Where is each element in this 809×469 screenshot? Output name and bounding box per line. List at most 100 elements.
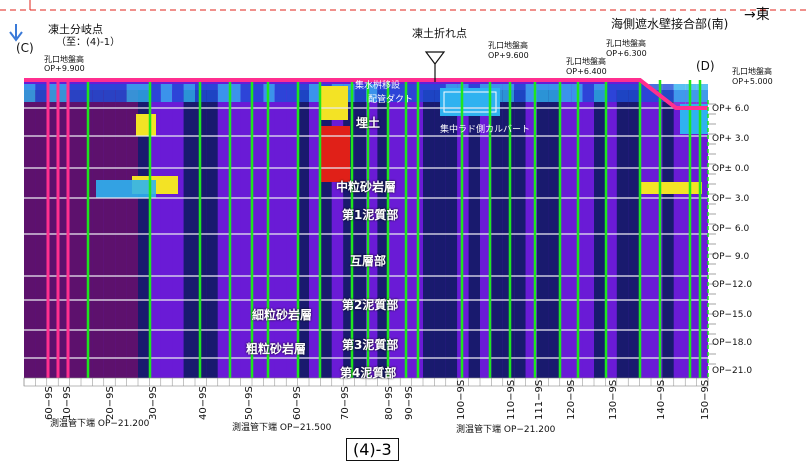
op-tick: OP− 9.0 (712, 252, 750, 262)
heat-cell (149, 84, 161, 102)
heat-cell (525, 84, 537, 102)
heat-cell (377, 84, 389, 102)
pipe-tick: 100−9S (456, 379, 467, 420)
op-tick: OP+ 6.0 (712, 104, 750, 114)
heat-cell (354, 84, 366, 102)
warm-cell (136, 114, 156, 136)
heat-cell (138, 84, 150, 102)
heat-cell (126, 84, 138, 102)
cool-cell (96, 180, 156, 198)
elev2-title: 孔口地盤高 (566, 57, 606, 66)
heat-cell (388, 84, 401, 102)
heat-cell (240, 84, 252, 102)
layer-alternating: 互層部 (350, 254, 387, 268)
warm-cell (320, 86, 348, 120)
point-c-sub: （至：(4)-1） (56, 37, 121, 48)
op-tick: OP± 0.0 (712, 164, 750, 174)
heat-cell (594, 84, 606, 102)
elev4-title: 孔口地盤高 (732, 67, 772, 76)
heat-cell (229, 84, 241, 102)
heat-cell (696, 84, 708, 102)
heat-cell (297, 84, 309, 102)
fold-point-marker-icon (424, 51, 446, 65)
point-c-marker: (C) (16, 41, 34, 55)
pipe-tick: 70−9S (340, 386, 351, 420)
bottom-note-3: 測温管下端 OP−21.200 (456, 425, 556, 435)
layer-fill: 埋土 (356, 116, 381, 130)
drain-channel-label: 集水桝移設 (355, 81, 401, 91)
op-tick: OP−18.0 (712, 338, 753, 348)
pipe-tick: 150−9S (700, 379, 711, 420)
heat-cell (628, 84, 640, 102)
down-arrow-icon (9, 24, 23, 42)
pipe-tick: 40−9S (198, 386, 209, 420)
heat-cell (274, 84, 287, 102)
heat-cell (309, 84, 321, 102)
elev1-value: OP+9.600 (488, 51, 529, 60)
heat-cell (639, 84, 651, 102)
op-tick: OP− 3.0 (712, 194, 750, 204)
elev2-value: OP+6.400 (566, 67, 607, 76)
culvert-outline (443, 91, 497, 113)
heat-cell (252, 84, 264, 102)
layer-mud4: 第4泥質部 (340, 366, 397, 380)
pipe-tick: 110−9S (506, 379, 517, 420)
hot-cell (320, 126, 350, 182)
elev3-title: 孔口地盤高 (606, 39, 646, 48)
heat-cell (286, 84, 298, 102)
pipe-tick: 130−9S (608, 379, 619, 420)
pipe-tick: 80−9S (384, 386, 395, 420)
elev3-value: OP+6.300 (606, 49, 647, 58)
heat-cell (160, 84, 173, 102)
op-tick: OP−12.0 (712, 280, 753, 290)
op-tick: OP−21.0 (712, 366, 753, 376)
figure-id: (4)-3 (346, 438, 399, 461)
heat-cell (514, 84, 526, 102)
pipe-tick: 20−9S (105, 386, 116, 420)
heat-cell (548, 84, 560, 102)
heat-cell (673, 84, 686, 102)
heat-cell (343, 84, 355, 102)
heat-cell (206, 84, 218, 102)
layer-mud3: 第3泥質部 (342, 338, 399, 352)
pipe-tick: 30−9S (148, 386, 159, 420)
wall-joint-label: 海側遮水壁接合部(南) (611, 17, 729, 31)
ground-surface-line (24, 78, 708, 110)
pipe-duct-label: 配管ダクト (368, 95, 414, 105)
heat-cell (217, 84, 230, 102)
warm-cell (640, 182, 702, 194)
point-c-elev-title: 孔口地盤高 (44, 55, 84, 64)
point-c-title: 凍土分岐点 (48, 23, 103, 36)
heat-cell (58, 84, 70, 102)
heat-cell (605, 84, 617, 102)
heat-cell (559, 84, 572, 102)
heat-cell (103, 84, 116, 102)
heat-cell (46, 84, 59, 102)
heat-cell (662, 84, 674, 102)
heat-cell (172, 84, 184, 102)
heat-cell (616, 84, 629, 102)
heat-cell (502, 84, 515, 102)
layer-mud2: 第2泥質部 (342, 298, 399, 312)
pipe-tick: 60−9S (292, 386, 303, 420)
layer-coarse-sand: 粗粒砂岩層 (246, 342, 307, 356)
heat-cell (35, 84, 47, 102)
pipe-tick: 60−9S (44, 386, 55, 420)
heat-cell (92, 84, 104, 102)
bottom-note-1: 測温管下端 OP−21.200 (50, 419, 150, 429)
heat-cell (81, 84, 93, 102)
point-d-marker: (D) (696, 59, 715, 73)
culvert-label: 集中ラド側カルバート (440, 125, 531, 135)
heat-cell (183, 84, 195, 102)
elev1-title: 孔口地盤高 (488, 41, 528, 50)
heat-cell (115, 84, 127, 102)
bottom-note-2: 測温管下端 OP−21.500 (232, 423, 332, 433)
pipe-tick: 120−9S (566, 379, 577, 420)
heat-cell (423, 84, 435, 102)
heat-cell (582, 84, 594, 102)
heat-cell (366, 84, 378, 102)
pipe-tick: 50−9S (244, 386, 255, 420)
pipe-tick: 10−9S (62, 386, 73, 420)
heat-cell (24, 84, 36, 102)
